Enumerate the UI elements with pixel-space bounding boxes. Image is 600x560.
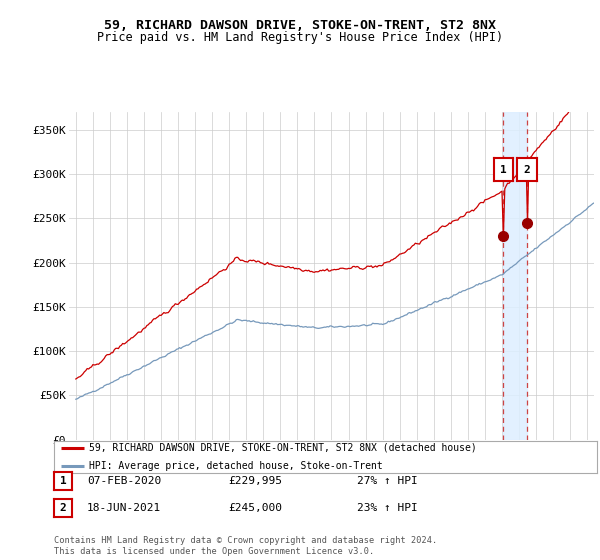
Bar — [503, 112, 527, 440]
Text: 2: 2 — [59, 503, 67, 513]
Text: 1: 1 — [59, 476, 67, 486]
Text: 2: 2 — [523, 165, 530, 175]
Text: 27% ↑ HPI: 27% ↑ HPI — [357, 476, 418, 486]
Text: 1: 1 — [500, 165, 507, 175]
Text: £229,995: £229,995 — [228, 476, 282, 486]
Text: Contains HM Land Registry data © Crown copyright and database right 2024.
This d: Contains HM Land Registry data © Crown c… — [54, 536, 437, 556]
Text: HPI: Average price, detached house, Stoke-on-Trent: HPI: Average price, detached house, Stok… — [89, 461, 383, 471]
Text: 59, RICHARD DAWSON DRIVE, STOKE-ON-TRENT, ST2 8NX: 59, RICHARD DAWSON DRIVE, STOKE-ON-TRENT… — [104, 19, 496, 32]
Text: 07-FEB-2020: 07-FEB-2020 — [87, 476, 161, 486]
Text: 18-JUN-2021: 18-JUN-2021 — [87, 503, 161, 513]
Text: 59, RICHARD DAWSON DRIVE, STOKE-ON-TRENT, ST2 8NX (detached house): 59, RICHARD DAWSON DRIVE, STOKE-ON-TRENT… — [89, 443, 477, 453]
Text: £245,000: £245,000 — [228, 503, 282, 513]
Text: 23% ↑ HPI: 23% ↑ HPI — [357, 503, 418, 513]
Text: Price paid vs. HM Land Registry's House Price Index (HPI): Price paid vs. HM Land Registry's House … — [97, 31, 503, 44]
